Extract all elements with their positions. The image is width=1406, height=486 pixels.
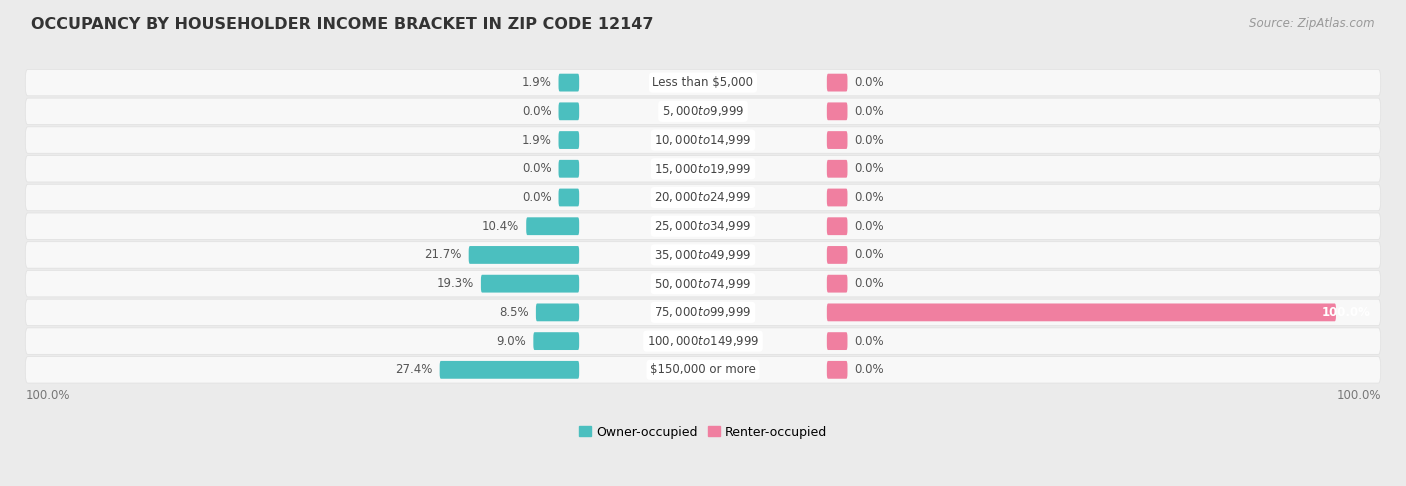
Text: 0.0%: 0.0% — [855, 191, 884, 204]
FancyBboxPatch shape — [827, 189, 848, 207]
FancyBboxPatch shape — [25, 69, 1381, 96]
FancyBboxPatch shape — [827, 131, 848, 149]
FancyBboxPatch shape — [25, 328, 1381, 354]
Text: 21.7%: 21.7% — [425, 248, 461, 261]
Text: 0.0%: 0.0% — [522, 162, 551, 175]
Text: Source: ZipAtlas.com: Source: ZipAtlas.com — [1250, 17, 1375, 30]
FancyBboxPatch shape — [558, 74, 579, 91]
Text: 100.0%: 100.0% — [1336, 389, 1381, 402]
Text: $150,000 or more: $150,000 or more — [650, 364, 756, 376]
Text: 19.3%: 19.3% — [437, 277, 474, 290]
FancyBboxPatch shape — [827, 332, 848, 350]
FancyBboxPatch shape — [827, 275, 848, 293]
FancyBboxPatch shape — [440, 361, 579, 379]
Text: 0.0%: 0.0% — [522, 105, 551, 118]
Text: $50,000 to $74,999: $50,000 to $74,999 — [654, 277, 752, 291]
Text: OCCUPANCY BY HOUSEHOLDER INCOME BRACKET IN ZIP CODE 12147: OCCUPANCY BY HOUSEHOLDER INCOME BRACKET … — [31, 17, 654, 32]
Text: 1.9%: 1.9% — [522, 76, 551, 89]
FancyBboxPatch shape — [533, 332, 579, 350]
Text: 0.0%: 0.0% — [855, 364, 884, 376]
FancyBboxPatch shape — [25, 299, 1381, 326]
Text: $15,000 to $19,999: $15,000 to $19,999 — [654, 162, 752, 176]
FancyBboxPatch shape — [536, 303, 579, 321]
Text: 0.0%: 0.0% — [855, 105, 884, 118]
Text: $35,000 to $49,999: $35,000 to $49,999 — [654, 248, 752, 262]
FancyBboxPatch shape — [25, 127, 1381, 153]
FancyBboxPatch shape — [481, 275, 579, 293]
Legend: Owner-occupied, Renter-occupied: Owner-occupied, Renter-occupied — [574, 420, 832, 444]
Text: $10,000 to $14,999: $10,000 to $14,999 — [654, 133, 752, 147]
Text: Less than $5,000: Less than $5,000 — [652, 76, 754, 89]
Text: 0.0%: 0.0% — [855, 334, 884, 347]
FancyBboxPatch shape — [558, 160, 579, 178]
Text: 0.0%: 0.0% — [522, 191, 551, 204]
FancyBboxPatch shape — [827, 74, 848, 91]
Text: 0.0%: 0.0% — [855, 220, 884, 233]
FancyBboxPatch shape — [25, 242, 1381, 268]
FancyBboxPatch shape — [25, 270, 1381, 297]
Text: $5,000 to $9,999: $5,000 to $9,999 — [662, 104, 744, 118]
Text: 0.0%: 0.0% — [855, 134, 884, 147]
Text: 0.0%: 0.0% — [855, 248, 884, 261]
FancyBboxPatch shape — [827, 303, 1336, 321]
FancyBboxPatch shape — [25, 184, 1381, 211]
Text: $75,000 to $99,999: $75,000 to $99,999 — [654, 305, 752, 319]
Text: 8.5%: 8.5% — [499, 306, 529, 319]
FancyBboxPatch shape — [827, 103, 848, 120]
Text: 0.0%: 0.0% — [855, 277, 884, 290]
FancyBboxPatch shape — [558, 131, 579, 149]
FancyBboxPatch shape — [827, 361, 848, 379]
Text: $25,000 to $34,999: $25,000 to $34,999 — [654, 219, 752, 233]
Text: 27.4%: 27.4% — [395, 364, 433, 376]
FancyBboxPatch shape — [827, 217, 848, 235]
Text: 1.9%: 1.9% — [522, 134, 551, 147]
Text: $100,000 to $149,999: $100,000 to $149,999 — [647, 334, 759, 348]
FancyBboxPatch shape — [558, 103, 579, 120]
FancyBboxPatch shape — [526, 217, 579, 235]
Text: $20,000 to $24,999: $20,000 to $24,999 — [654, 191, 752, 205]
FancyBboxPatch shape — [558, 189, 579, 207]
Text: 100.0%: 100.0% — [25, 389, 70, 402]
FancyBboxPatch shape — [827, 246, 848, 264]
FancyBboxPatch shape — [468, 246, 579, 264]
Text: 0.0%: 0.0% — [855, 76, 884, 89]
FancyBboxPatch shape — [25, 213, 1381, 240]
Text: 0.0%: 0.0% — [855, 162, 884, 175]
FancyBboxPatch shape — [25, 357, 1381, 383]
Text: 10.4%: 10.4% — [482, 220, 519, 233]
FancyBboxPatch shape — [25, 156, 1381, 182]
FancyBboxPatch shape — [25, 98, 1381, 124]
Text: 100.0%: 100.0% — [1322, 306, 1371, 319]
FancyBboxPatch shape — [827, 160, 848, 178]
Text: 9.0%: 9.0% — [496, 334, 526, 347]
